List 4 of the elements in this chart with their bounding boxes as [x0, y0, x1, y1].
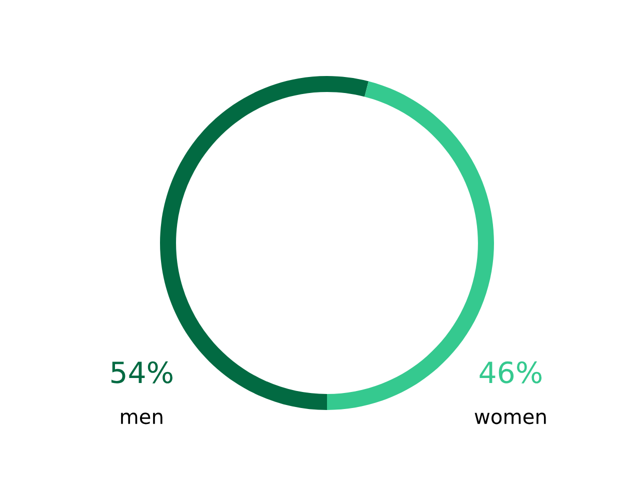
slice-label: men	[121, 412, 162, 424]
slice-label: women	[474, 412, 546, 424]
data-label: 46%	[480, 361, 542, 384]
data-label: 54%	[111, 361, 172, 384]
